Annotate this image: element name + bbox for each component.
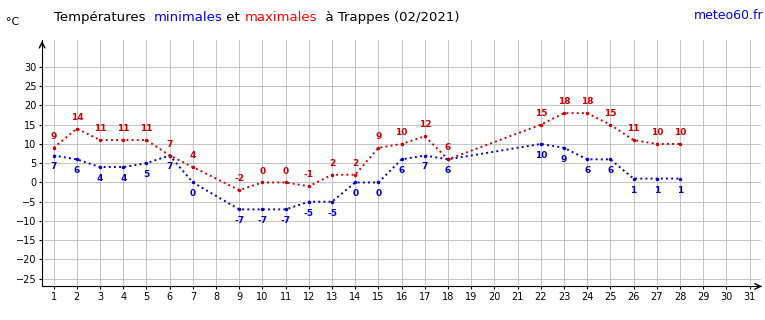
Text: 10: 10 xyxy=(674,128,686,137)
Text: 0: 0 xyxy=(282,166,288,175)
Text: 6: 6 xyxy=(73,166,80,175)
Text: 2: 2 xyxy=(329,159,335,168)
Text: 0: 0 xyxy=(259,166,265,175)
Text: 0: 0 xyxy=(190,189,196,198)
Text: -7: -7 xyxy=(281,216,291,225)
Text: 11: 11 xyxy=(94,124,106,133)
Text: à Trappes (02/2021): à Trappes (02/2021) xyxy=(317,11,459,24)
Text: 10: 10 xyxy=(396,128,408,137)
Text: 5: 5 xyxy=(143,170,150,179)
Text: 15: 15 xyxy=(604,109,617,118)
Text: 18: 18 xyxy=(581,97,594,106)
Text: maximales: maximales xyxy=(244,11,317,24)
Text: 4: 4 xyxy=(190,151,196,160)
Text: 7: 7 xyxy=(422,163,428,172)
Text: 10: 10 xyxy=(650,128,663,137)
Text: 6: 6 xyxy=(445,143,451,152)
Text: 7: 7 xyxy=(167,140,173,148)
Text: 11: 11 xyxy=(627,124,640,133)
Text: 18: 18 xyxy=(558,97,570,106)
Text: 7: 7 xyxy=(167,163,173,172)
Text: 9: 9 xyxy=(561,155,567,164)
Text: 9: 9 xyxy=(50,132,57,141)
Text: et: et xyxy=(223,11,244,24)
Text: 11: 11 xyxy=(117,124,129,133)
Text: -7: -7 xyxy=(234,216,244,225)
Text: 0: 0 xyxy=(376,189,382,198)
Text: -2: -2 xyxy=(234,174,244,183)
Text: 6: 6 xyxy=(584,166,591,175)
Text: 2: 2 xyxy=(352,159,358,168)
Text: 6: 6 xyxy=(607,166,614,175)
Text: -1: -1 xyxy=(304,170,314,180)
Text: °C: °C xyxy=(6,17,19,27)
Text: 4: 4 xyxy=(120,174,126,183)
Text: 6: 6 xyxy=(445,166,451,175)
Text: 10: 10 xyxy=(535,151,547,160)
Text: 1: 1 xyxy=(653,186,660,195)
Text: 7: 7 xyxy=(50,163,57,172)
Text: 6: 6 xyxy=(399,166,405,175)
Text: meteo60.fr: meteo60.fr xyxy=(694,9,763,22)
Text: -7: -7 xyxy=(257,216,268,225)
Text: 0: 0 xyxy=(352,189,358,198)
Text: 1: 1 xyxy=(677,186,683,195)
Text: -5: -5 xyxy=(327,209,337,218)
Text: 11: 11 xyxy=(140,124,153,133)
Text: 14: 14 xyxy=(70,113,83,122)
Text: -5: -5 xyxy=(304,209,314,218)
Text: 4: 4 xyxy=(97,174,103,183)
Text: minimales: minimales xyxy=(154,11,223,24)
Text: 15: 15 xyxy=(535,109,547,118)
Text: 9: 9 xyxy=(376,132,382,141)
Text: 12: 12 xyxy=(418,120,431,129)
Text: 1: 1 xyxy=(630,186,636,195)
Text: Températures: Températures xyxy=(54,11,154,24)
